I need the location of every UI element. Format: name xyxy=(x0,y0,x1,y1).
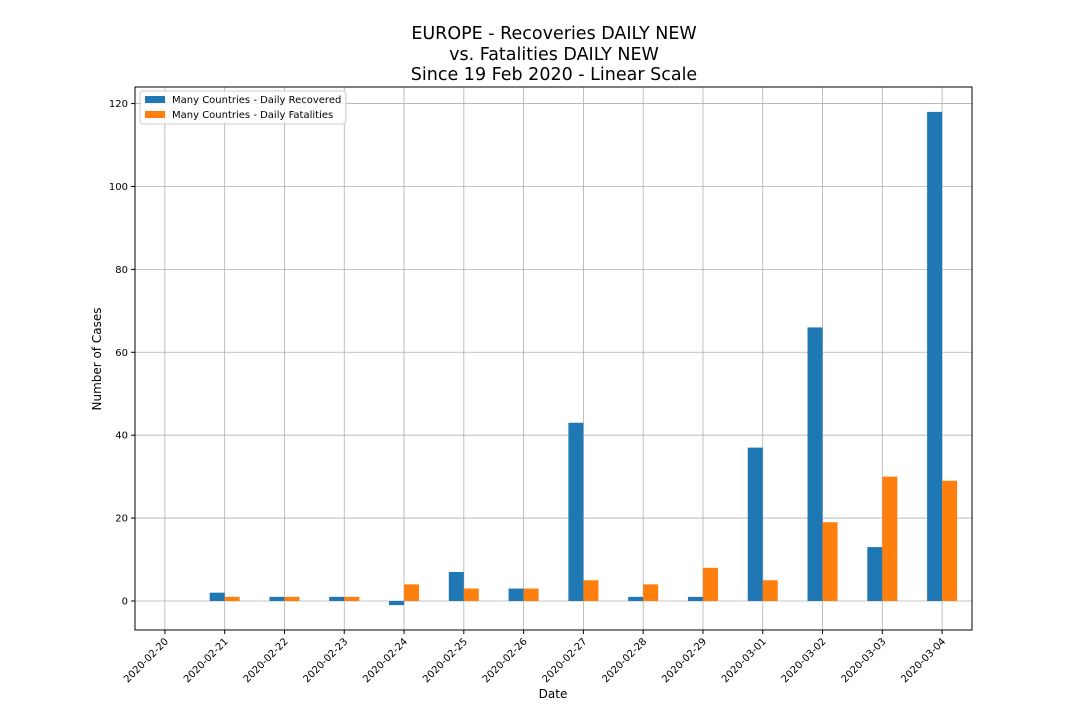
y-axis: 0 20 40 60 80 100 120 xyxy=(109,99,135,607)
y-axis-label: Number of Cases xyxy=(90,307,104,410)
chart-title-line-1: EUROPE - Recoveries DAILY NEW xyxy=(411,24,696,44)
bar-recovered-2020-02-27 xyxy=(568,422,584,601)
bar-fatalities-2020-02-25 xyxy=(463,588,479,601)
y-tick-label: 20 xyxy=(115,514,128,525)
bar-fatalities-2020-03-03 xyxy=(882,476,898,601)
x-tick-label: 2020-03-02 xyxy=(780,636,829,685)
plot-frame xyxy=(134,86,973,631)
legend-swatch-recovered xyxy=(145,96,165,103)
x-tick-label: 2020-02-24 xyxy=(361,636,410,685)
bar-fatalities-2020-02-23 xyxy=(344,596,360,601)
bar-recovered-2020-03-04 xyxy=(927,111,943,601)
bar-fatalities-2020-03-01 xyxy=(762,580,778,601)
bar-fatalities-2020-02-24 xyxy=(404,584,420,601)
y-tick-label: 120 xyxy=(109,99,128,110)
x-tick-label: 2020-02-27 xyxy=(541,636,590,685)
y-tick-label: 40 xyxy=(115,431,128,442)
chart-title-line-2: vs. Fatalities DAILY NEW xyxy=(449,45,659,65)
x-tick-label: 2020-02-21 xyxy=(182,636,231,685)
bar-fatalities-2020-03-02 xyxy=(822,522,838,601)
legend-label-fatalities: Many Countries - Daily Fatalities xyxy=(172,110,333,121)
chart-title: EUROPE - Recoveries DAILY NEW vs. Fatali… xyxy=(411,24,697,85)
x-tick-label: 2020-03-01 xyxy=(720,636,769,685)
x-tick-label: 2020-02-22 xyxy=(242,636,291,685)
bar-recovered-2020-02-28 xyxy=(628,596,644,601)
legend-swatch-fatalities xyxy=(145,111,165,118)
x-tick-label: 2020-03-04 xyxy=(899,636,948,685)
bar-recovered-2020-03-03 xyxy=(867,547,883,601)
bar-recovered-2020-02-29 xyxy=(687,596,703,601)
bar-recovered-2020-02-22 xyxy=(269,596,285,601)
bar-fatalities-2020-02-21 xyxy=(224,596,240,601)
x-tick-label: 2020-03-03 xyxy=(840,636,889,685)
x-axis: 2020-02-20 2020-02-21 2020-02-22 2020-02-23… xyxy=(122,630,948,685)
legend-label-recovered: Many Countries - Daily Recovered xyxy=(172,95,341,106)
bar-recovered-2020-03-01 xyxy=(747,447,763,601)
x-axis-label: Date xyxy=(539,687,568,701)
x-tick-label: 2020-02-20 xyxy=(122,636,171,685)
x-tick-label: 2020-02-25 xyxy=(421,636,470,685)
bar-fatalities-2020-02-29 xyxy=(702,567,718,601)
bars xyxy=(209,111,958,606)
bar-recovered-2020-02-25 xyxy=(448,571,464,601)
x-tick-label: 2020-02-28 xyxy=(600,636,649,685)
bar-fatalities-2020-03-04 xyxy=(942,480,958,601)
bar-recovered-2020-02-23 xyxy=(329,596,345,601)
bar-fatalities-2020-02-22 xyxy=(284,596,300,601)
bar-recovered-2020-02-24 xyxy=(389,600,405,606)
y-tick-label: 100 xyxy=(109,182,128,193)
legend: Many Countries - Daily Recovered Many Co… xyxy=(139,90,347,125)
y-tick-label: 80 xyxy=(115,265,128,276)
bar-fatalities-2020-02-26 xyxy=(523,588,539,601)
y-tick-label: 60 xyxy=(115,348,128,359)
bar-recovered-2020-03-02 xyxy=(807,327,823,601)
bar-recovered-2020-02-21 xyxy=(209,592,225,601)
grid xyxy=(135,87,972,630)
y-tick-label: 0 xyxy=(122,596,128,607)
bar-fatalities-2020-02-28 xyxy=(643,584,659,601)
x-tick-label: 2020-02-23 xyxy=(301,636,350,685)
bar-fatalities-2020-02-27 xyxy=(583,580,599,601)
bar-recovered-2020-02-26 xyxy=(508,588,524,601)
x-tick-label: 2020-02-29 xyxy=(660,636,709,685)
chart-title-line-3: Since 19 Feb 2020 - Linear Scale xyxy=(411,65,697,85)
x-tick-label: 2020-02-26 xyxy=(481,636,530,685)
legend-frame xyxy=(139,90,347,125)
